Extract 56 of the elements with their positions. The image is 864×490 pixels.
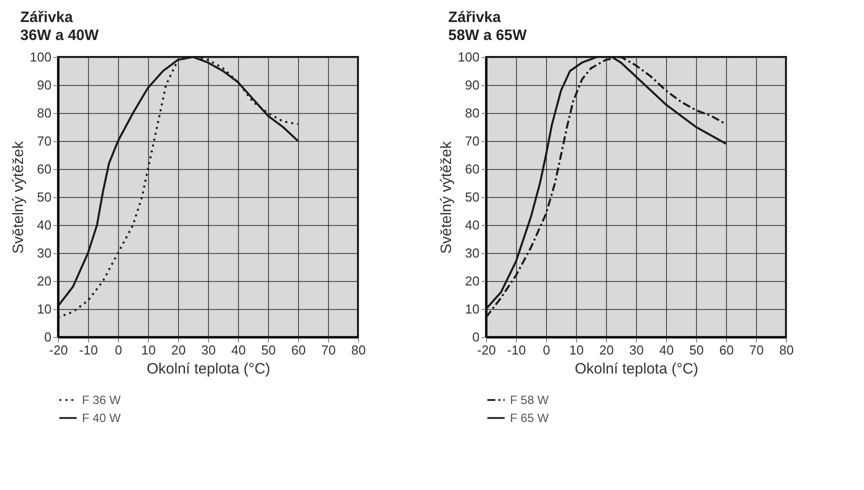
y-tick-label: 20 [37, 274, 52, 288]
y-axis-title: Světelný výtěžek [438, 140, 455, 254]
y-tick-label: 30 [465, 246, 480, 260]
chart-subtitle: 58W a 65W [448, 27, 528, 44]
x-axis-title: Okolní teplota (°C) [574, 360, 698, 378]
y-tick-label: 70 [37, 134, 52, 148]
x-tick-label: 40 [659, 342, 674, 358]
y-tick-label: 50 [37, 190, 52, 204]
y-tick-label: 80 [465, 106, 480, 120]
y-tick-label: 100 [458, 50, 480, 64]
x-tick-label: 10 [141, 342, 156, 358]
x-tick-label: 20 [171, 342, 186, 358]
x-tick-label: -20 [49, 342, 68, 358]
y-tick-label: 100 [30, 50, 52, 64]
y-tick-label: 40 [37, 218, 52, 232]
y-tick-label: 60 [465, 162, 480, 176]
legend-label: F 36 W [82, 393, 122, 407]
x-tick-label: 40 [231, 342, 246, 358]
y-tick-label: 80 [37, 106, 52, 120]
x-tick-label: 30 [629, 342, 644, 358]
x-tick-label: 10 [569, 342, 584, 358]
x-tick-label: -10 [507, 342, 526, 358]
y-tick-label: 90 [465, 78, 480, 92]
y-tick-label: 90 [37, 78, 52, 92]
legend-label: F 65 W [510, 411, 550, 425]
chart-title: Zářivka [20, 9, 74, 26]
y-tick-label: 0 [472, 330, 480, 344]
x-tick-label: 0 [114, 342, 122, 358]
x-tick-label: -20 [477, 342, 496, 358]
y-tick-label: 10 [37, 302, 52, 316]
y-axis-title: Světelný výtěžek [10, 140, 27, 254]
y-tick-label: 50 [465, 190, 480, 204]
x-tick-label: 60 [291, 342, 306, 358]
y-tick-label: 20 [465, 274, 480, 288]
y-tick-label: 70 [465, 134, 480, 148]
y-tick-label: 60 [37, 162, 52, 176]
chart-subtitle: 36W a 40W [20, 27, 100, 44]
legend-label: F 40 W [82, 411, 122, 425]
x-tick-label: 0 [542, 342, 550, 358]
y-tick-label: 30 [37, 246, 52, 260]
y-tick-label: 0 [44, 330, 52, 344]
x-tick-label: 60 [719, 342, 734, 358]
x-axis-title: Okolní teplota (°C) [146, 360, 270, 378]
y-tick-label: 10 [465, 302, 480, 316]
x-tick-label: 20 [599, 342, 614, 358]
x-tick-label: 80 [351, 342, 366, 358]
x-tick-label: 70 [749, 342, 764, 358]
x-tick-label: 30 [201, 342, 216, 358]
x-tick-label: 50 [261, 342, 276, 358]
legend-label: F 58 W [510, 393, 550, 407]
x-tick-label: 50 [689, 342, 704, 358]
x-tick-label: 80 [779, 342, 794, 358]
chart-title: Zářivka [448, 9, 502, 26]
x-tick-label: 70 [321, 342, 336, 358]
y-tick-label: 40 [465, 218, 480, 232]
x-tick-label: -10 [79, 342, 98, 358]
